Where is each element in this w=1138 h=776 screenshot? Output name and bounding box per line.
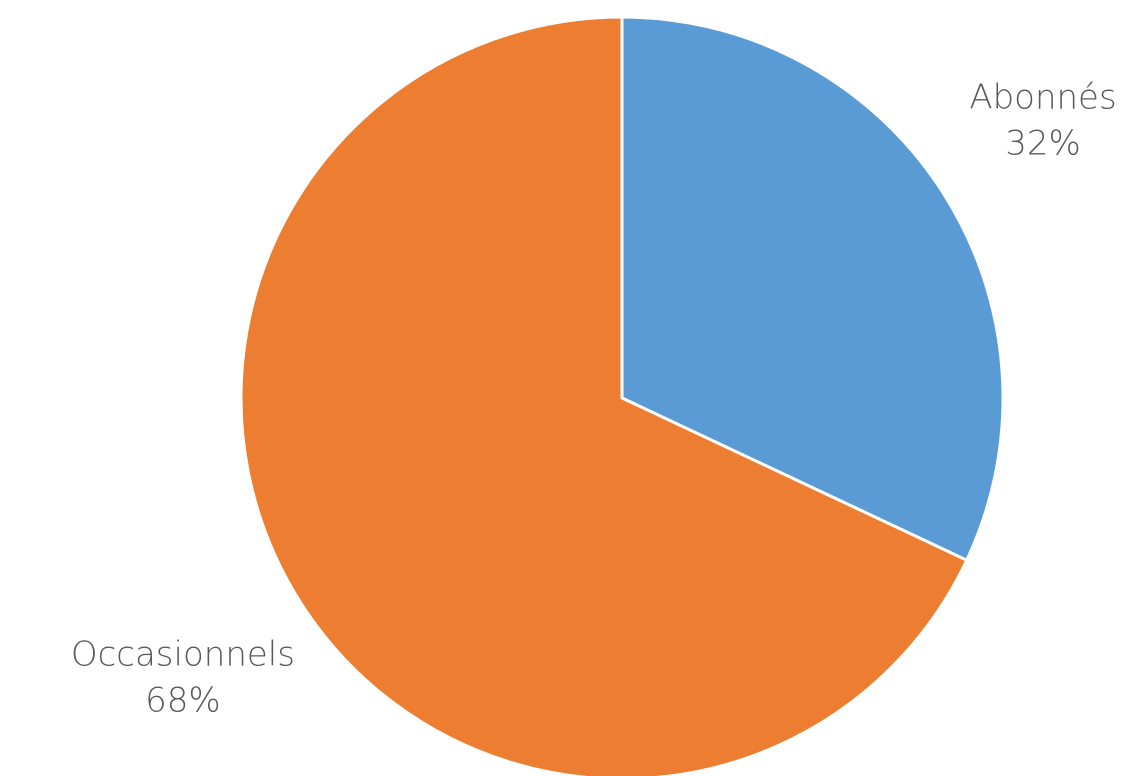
pie-labels: Abonnés 32% Occasionnels 68% <box>71 77 1117 720</box>
pie-slice-abonnes <box>620 15 1005 562</box>
pie-slices <box>239 15 1005 776</box>
pie-slice-occasionnels <box>239 15 969 776</box>
slice-value-label: 32% <box>1005 123 1081 163</box>
slice-label: Occasionnels <box>71 635 295 675</box>
slice-value-label: 68% <box>145 681 221 721</box>
slice-label: Abonnés <box>969 77 1116 117</box>
